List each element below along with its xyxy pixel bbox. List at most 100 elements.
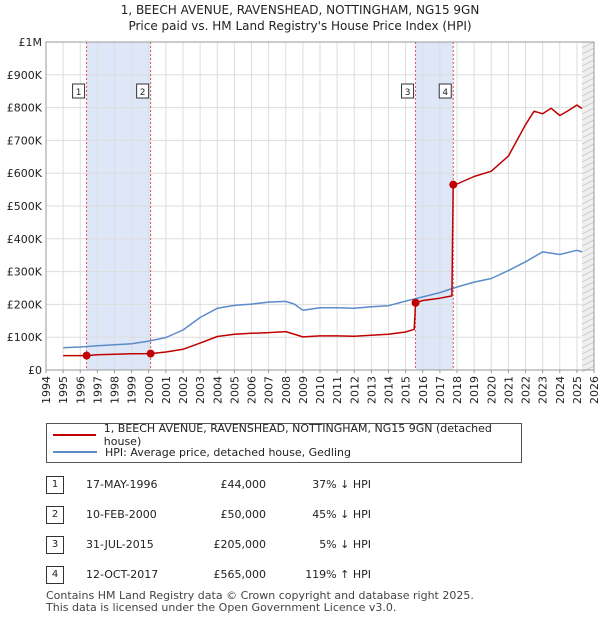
footer-licence: This data is licensed under the Open Gov… — [46, 601, 397, 614]
x-tick-label: 2016 — [417, 376, 430, 404]
forecast-hatch — [581, 167, 595, 175]
forecast-hatch — [581, 329, 595, 337]
transaction-price: £205,000 — [213, 538, 267, 551]
y-tick-label: £1M — [19, 36, 43, 49]
forecast-hatch — [581, 125, 595, 133]
forecast-hatch — [581, 107, 595, 115]
forecast-hatch — [581, 65, 595, 73]
forecast-hatch — [581, 179, 595, 187]
transaction-date: 17-MAY-1996 — [86, 478, 158, 491]
forecast-hatch — [581, 53, 595, 61]
x-tick-label: 2000 — [143, 376, 156, 404]
forecast-hatch — [581, 269, 595, 277]
x-tick-label: 2014 — [383, 376, 396, 404]
forecast-hatch — [581, 113, 595, 121]
forecast-hatch — [581, 203, 595, 211]
transaction-label-box — [72, 83, 86, 99]
forecast-hatch — [581, 341, 595, 349]
x-tick-label: 2013 — [365, 376, 378, 404]
forecast-hatch — [581, 323, 595, 331]
x-tick-label: 2025 — [571, 376, 584, 404]
legend-swatch-property — [53, 434, 96, 436]
y-tick-label: £0 — [28, 364, 42, 377]
legend-swatch-hpi — [53, 451, 97, 453]
forecast-hatch — [581, 353, 595, 361]
x-tick-label: 1999 — [126, 376, 139, 404]
forecast-hatch — [581, 317, 595, 325]
footer-copyright: Contains HM Land Registry data © Crown c… — [46, 589, 474, 602]
forecast-hatch — [581, 71, 595, 79]
x-tick-label: 2024 — [554, 376, 567, 404]
forecast-hatch — [581, 221, 595, 229]
y-tick-label: £200K — [7, 298, 43, 311]
transaction-point — [82, 351, 91, 360]
x-tick-label: 2022 — [520, 376, 533, 404]
forecast-hatch — [581, 47, 595, 55]
x-tick-label: 2021 — [502, 376, 515, 404]
transaction-hpi: 37% ↓ HPI — [312, 478, 371, 491]
y-tick-label: £400K — [7, 233, 43, 246]
transaction-hpi: 119% ↑ HPI — [305, 568, 371, 581]
forecast-hatch — [581, 155, 595, 163]
price-chart: 1, BEECH AVENUE, RAVENSHEAD, NOTTINGHAM,… — [7, 3, 600, 404]
forecast-region — [582, 42, 594, 370]
forecast-hatch — [581, 245, 595, 253]
forecast-hatch — [581, 287, 595, 295]
table-row: 3 31-JUL-2015 £205,000 5% ↓ HPI — [46, 536, 466, 556]
x-tick-label: 1998 — [109, 376, 122, 404]
x-tick-label: 2007 — [263, 376, 276, 404]
forecast-hatch — [581, 215, 595, 223]
transaction-label-box — [401, 83, 415, 99]
forecast-hatch — [581, 275, 595, 283]
x-tick-label: 2005 — [228, 376, 241, 404]
table-row: 4 12-OCT-2017 £565,000 119% ↑ HPI — [46, 566, 466, 586]
transaction-number: 1 — [46, 476, 64, 494]
forecast-hatch — [581, 95, 595, 103]
x-tick-label: 2001 — [160, 376, 173, 404]
transaction-date: 10-FEB-2000 — [86, 508, 157, 521]
transaction-price: £565,000 — [213, 568, 267, 581]
forecast-hatch — [581, 281, 595, 289]
forecast-hatch — [581, 191, 595, 199]
x-tick-label: 2009 — [297, 376, 310, 404]
transaction-label: 4 — [442, 88, 448, 98]
legend-item-property: 1, BEECH AVENUE, RAVENSHEAD, NOTTINGHAM,… — [53, 422, 521, 448]
forecast-hatch — [581, 77, 595, 85]
forecast-hatch — [581, 257, 595, 265]
x-tick-label: 1997 — [91, 376, 104, 404]
x-tick-label: 1996 — [74, 376, 87, 404]
forecast-hatch — [581, 131, 595, 139]
forecast-hatch — [581, 251, 595, 259]
x-tick-label: 2017 — [434, 376, 447, 404]
legend-label-property: 1, BEECH AVENUE, RAVENSHEAD, NOTTINGHAM,… — [103, 422, 492, 448]
forecast-hatch — [581, 233, 595, 241]
forecast-hatch — [581, 143, 595, 151]
y-tick-label: £900K — [7, 69, 43, 82]
y-tick-label: £500K — [7, 200, 43, 213]
table-row: 2 10-FEB-2000 £50,000 45% ↓ HPI — [46, 506, 466, 526]
y-tick-label: £800K — [7, 102, 43, 115]
x-tick-label: 2010 — [314, 376, 327, 404]
forecast-hatch — [581, 293, 595, 301]
x-tick-label: 1994 — [40, 376, 53, 404]
plot-area: 1 2 3 4 £0 £100K £200K £300K £400K £500K £600K £700… — [7, 36, 600, 404]
transaction-label: 1 — [76, 88, 82, 98]
forecast-hatch — [581, 311, 595, 319]
transaction-label: 2 — [140, 88, 146, 98]
chart-title: 1, BEECH AVENUE, RAVENSHEAD, NOTTINGHAM,… — [121, 3, 480, 17]
forecast-hatch — [581, 149, 595, 157]
transaction-hpi: 45% ↓ HPI — [312, 508, 371, 521]
forecast-hatch — [581, 185, 595, 193]
transaction-label: 3 — [405, 88, 411, 98]
forecast-hatch — [581, 41, 595, 49]
transaction-price: £44,000 — [220, 478, 267, 491]
x-tick-label: 2008 — [280, 376, 293, 404]
x-tick-label: 1995 — [57, 376, 70, 404]
x-tick-label: 2004 — [211, 376, 224, 404]
transaction-number: 2 — [46, 506, 64, 524]
chart-subtitle: Price paid vs. HM Land Registry's House … — [128, 19, 471, 33]
transaction-date: 31-JUL-2015 — [86, 538, 154, 551]
forecast-hatch — [581, 197, 595, 205]
x-tick-label: 2018 — [451, 376, 464, 404]
x-tick-label: 2026 — [588, 376, 600, 404]
